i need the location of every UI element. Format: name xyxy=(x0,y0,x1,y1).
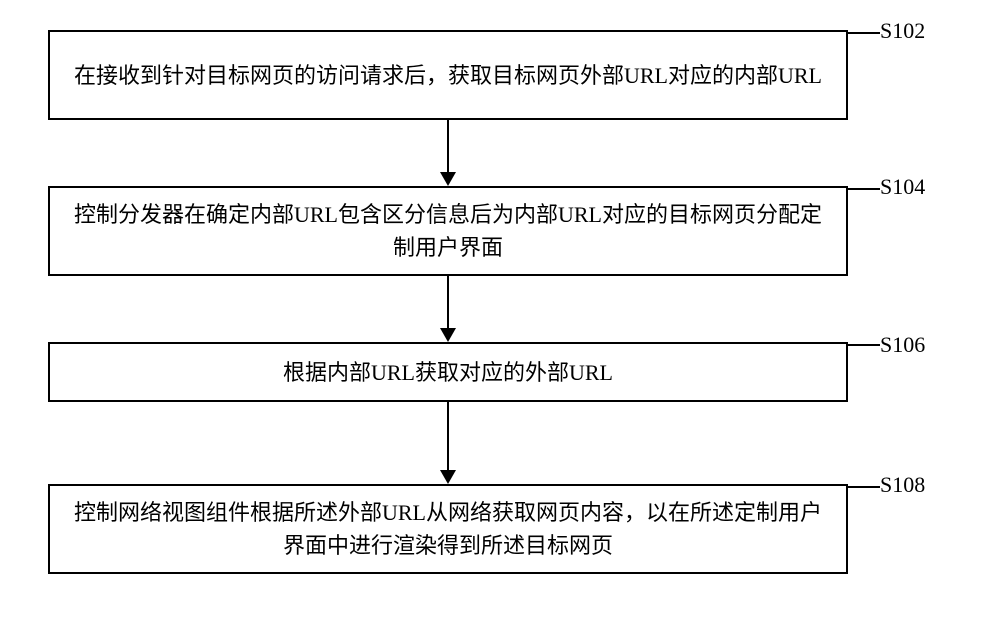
step-label-s104: S104 xyxy=(880,174,925,200)
step-box-s106: 根据内部URL获取对应的外部URL xyxy=(48,342,848,402)
arrow-head-icon xyxy=(440,470,456,484)
step-box-s108: 控制网络视图组件根据所述外部URL从网络获取网页内容，以在所述定制用户界面中进行… xyxy=(48,484,848,574)
arrow-line xyxy=(447,120,449,172)
flowchart-canvas: 在接收到针对目标网页的访问请求后，获取目标网页外部URL对应的内部URL S10… xyxy=(0,0,1000,623)
step-label-s102: S102 xyxy=(880,18,925,44)
label-connector xyxy=(848,344,880,346)
step-text: 根据内部URL获取对应的外部URL xyxy=(283,356,613,389)
step-text: 在接收到针对目标网页的访问请求后，获取目标网页外部URL对应的内部URL xyxy=(74,59,822,92)
step-box-s104: 控制分发器在确定内部URL包含区分信息后为内部URL对应的目标网页分配定制用户界… xyxy=(48,186,848,276)
step-text: 控制网络视图组件根据所述外部URL从网络获取网页内容，以在所述定制用户界面中进行… xyxy=(70,496,826,562)
step-text: 控制分发器在确定内部URL包含区分信息后为内部URL对应的目标网页分配定制用户界… xyxy=(70,198,826,264)
label-connector xyxy=(848,32,880,34)
arrow-line xyxy=(447,276,449,328)
label-connector xyxy=(848,188,880,190)
step-label-s106: S106 xyxy=(880,332,925,358)
arrow-head-icon xyxy=(440,172,456,186)
step-box-s102: 在接收到针对目标网页的访问请求后，获取目标网页外部URL对应的内部URL xyxy=(48,30,848,120)
arrow-head-icon xyxy=(440,328,456,342)
step-label-s108: S108 xyxy=(880,472,925,498)
arrow-line xyxy=(447,402,449,470)
label-connector xyxy=(848,486,880,488)
